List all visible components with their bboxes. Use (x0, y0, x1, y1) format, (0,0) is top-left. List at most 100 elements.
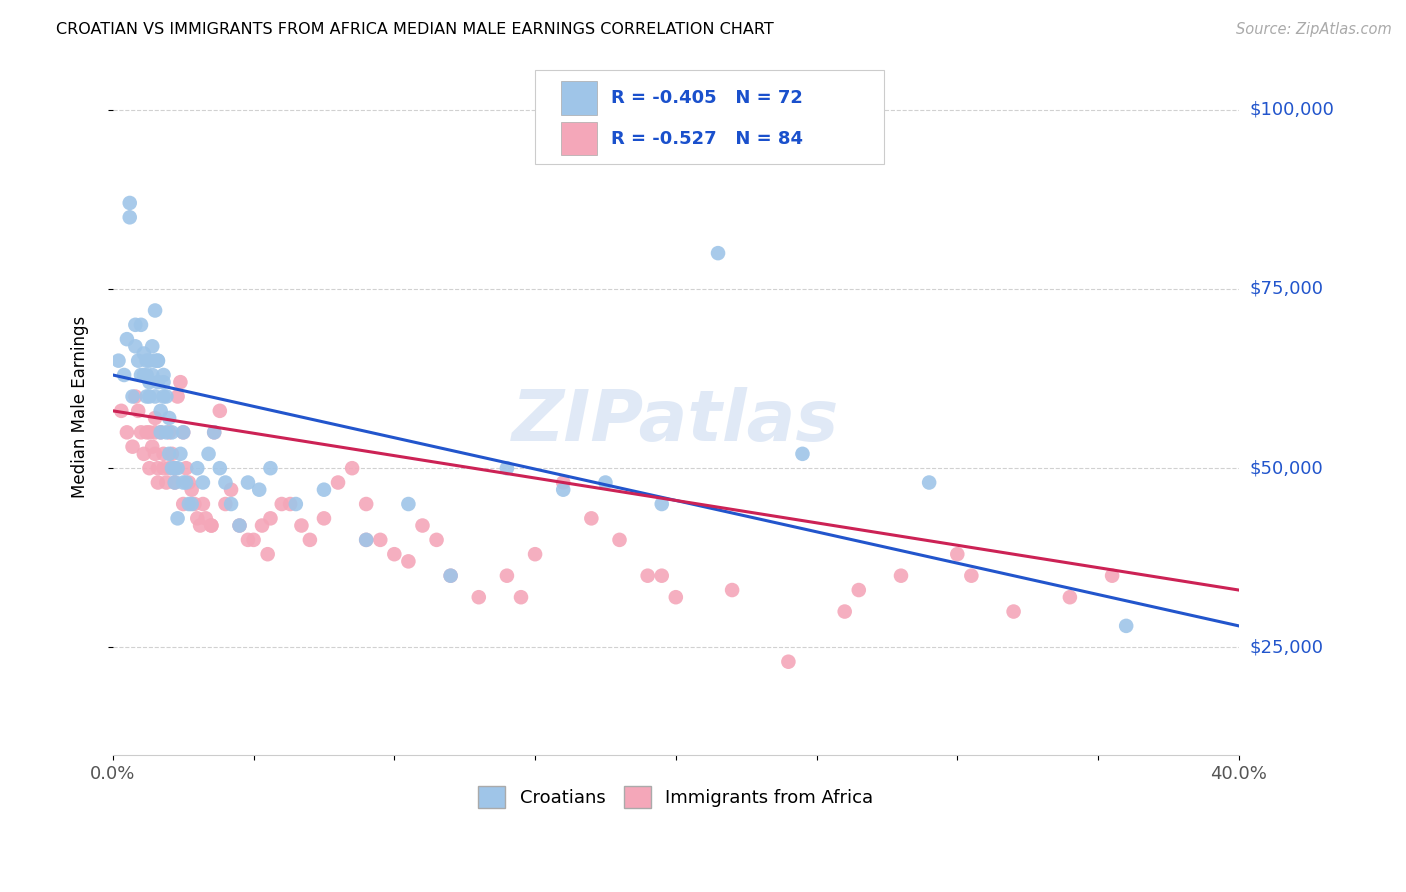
Immigrants from Africa (278, 497, 301, 511)
Croatians (354, 533, 377, 547)
Immigrants from Africa (665, 591, 688, 605)
Immigrants from Africa (169, 375, 191, 389)
Text: $75,000: $75,000 (1250, 280, 1324, 298)
Immigrants from Africa (290, 518, 312, 533)
Immigrants from Africa (143, 411, 166, 425)
Immigrants from Africa (191, 497, 214, 511)
Croatians (160, 461, 183, 475)
Immigrants from Africa (524, 547, 547, 561)
Immigrants from Africa (298, 533, 321, 547)
Croatians (236, 475, 259, 490)
Croatians (107, 353, 129, 368)
Immigrants from Africa (157, 425, 180, 440)
Croatians (155, 390, 177, 404)
Immigrants from Africa (166, 390, 188, 404)
Immigrants from Africa (1101, 568, 1123, 582)
Croatians (157, 447, 180, 461)
Croatians (247, 483, 270, 497)
Immigrants from Africa (250, 518, 273, 533)
Croatians (152, 368, 174, 382)
Immigrants from Africa (340, 461, 363, 475)
Croatians (918, 475, 941, 490)
Immigrants from Africa (326, 475, 349, 490)
Immigrants from Africa (242, 533, 264, 547)
Croatians (118, 196, 141, 211)
Croatians (138, 390, 160, 404)
Croatians (157, 411, 180, 425)
Croatians (124, 339, 146, 353)
Text: $100,000: $100,000 (1250, 101, 1334, 119)
Immigrants from Africa (440, 568, 463, 582)
Immigrants from Africa (127, 404, 149, 418)
Immigrants from Africa (110, 404, 132, 418)
Croatians (127, 353, 149, 368)
Croatians (174, 475, 197, 490)
Immigrants from Africa (200, 518, 222, 533)
Immigrants from Africa (1059, 591, 1081, 605)
Text: Source: ZipAtlas.com: Source: ZipAtlas.com (1236, 22, 1392, 37)
Croatians (792, 447, 814, 461)
Croatians (132, 368, 155, 382)
Immigrants from Africa (172, 425, 194, 440)
Immigrants from Africa (834, 605, 856, 619)
Immigrants from Africa (496, 568, 519, 582)
Croatians (146, 353, 169, 368)
Immigrants from Africa (270, 497, 292, 511)
Croatians (208, 461, 231, 475)
Immigrants from Africa (236, 533, 259, 547)
Immigrants from Africa (183, 497, 205, 511)
Immigrants from Africa (312, 511, 335, 525)
Immigrants from Africa (141, 440, 163, 454)
Immigrants from Africa (152, 447, 174, 461)
Croatians (129, 318, 152, 332)
Croatians (553, 483, 575, 497)
Croatians (141, 339, 163, 353)
Croatians (166, 511, 188, 525)
Croatians (1115, 619, 1137, 633)
Croatians (177, 497, 200, 511)
Immigrants from Africa (382, 547, 405, 561)
Immigrants from Africa (259, 511, 281, 525)
Croatians (155, 425, 177, 440)
Immigrants from Africa (208, 404, 231, 418)
Immigrants from Africa (174, 461, 197, 475)
Croatians (146, 375, 169, 389)
Immigrants from Africa (778, 655, 800, 669)
Croatians (135, 353, 157, 368)
Croatians (312, 483, 335, 497)
Text: ZIPatlas: ZIPatlas (512, 386, 839, 456)
Immigrants from Africa (194, 511, 217, 525)
Croatians (707, 246, 730, 260)
Immigrants from Africa (180, 483, 202, 497)
Croatians (163, 461, 186, 475)
Croatians (169, 447, 191, 461)
Immigrants from Africa (132, 447, 155, 461)
Text: $25,000: $25,000 (1250, 639, 1324, 657)
Croatians (138, 353, 160, 368)
Immigrants from Africa (396, 554, 419, 568)
Immigrants from Africa (163, 475, 186, 490)
Immigrants from Africa (411, 518, 433, 533)
Croatians (118, 211, 141, 225)
Immigrants from Africa (228, 518, 250, 533)
Immigrants from Africa (510, 591, 533, 605)
Croatians (149, 404, 172, 418)
Croatians (146, 353, 169, 368)
Immigrants from Africa (186, 511, 208, 525)
Immigrants from Africa (124, 390, 146, 404)
Croatians (172, 475, 194, 490)
Immigrants from Africa (202, 425, 225, 440)
Immigrants from Africa (581, 511, 603, 525)
Croatians (163, 475, 186, 490)
Croatians (121, 390, 143, 404)
Croatians (152, 375, 174, 389)
Immigrants from Africa (121, 440, 143, 454)
Croatians (197, 447, 219, 461)
Croatians (143, 353, 166, 368)
Immigrants from Africa (157, 461, 180, 475)
Croatians (191, 475, 214, 490)
Immigrants from Africa (200, 518, 222, 533)
Croatians (440, 568, 463, 582)
Croatians (138, 375, 160, 389)
Immigrants from Africa (143, 425, 166, 440)
